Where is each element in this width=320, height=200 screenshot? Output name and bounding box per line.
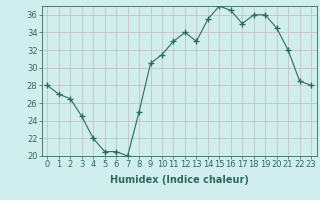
X-axis label: Humidex (Indice chaleur): Humidex (Indice chaleur): [110, 175, 249, 185]
